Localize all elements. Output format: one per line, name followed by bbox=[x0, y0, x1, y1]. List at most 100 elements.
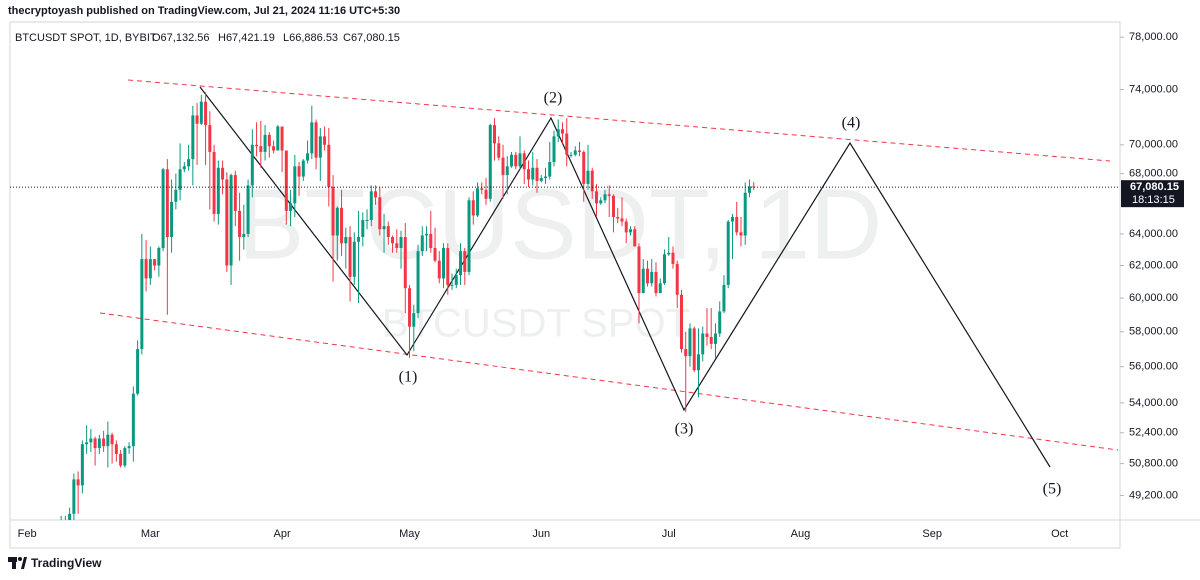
candle-body bbox=[212, 151, 216, 214]
countdown: 18:13:15 bbox=[1132, 194, 1175, 206]
candle-body bbox=[76, 479, 80, 486]
candle-body bbox=[531, 167, 535, 180]
channel-upper bbox=[127, 79, 1111, 162]
candle-body bbox=[306, 153, 310, 161]
candle-body bbox=[208, 125, 212, 152]
candle-body bbox=[569, 154, 573, 156]
candle-body bbox=[510, 154, 514, 167]
candle-body bbox=[654, 271, 658, 294]
candle-body bbox=[391, 237, 395, 244]
candle-body bbox=[195, 115, 199, 124]
candle-body bbox=[93, 438, 97, 449]
y-tick-label: 74,000.00 bbox=[1129, 83, 1178, 95]
footer: TradingView bbox=[8, 556, 102, 570]
candle-body bbox=[318, 136, 322, 158]
wave-label: (5) bbox=[1043, 481, 1062, 498]
candle-body bbox=[701, 333, 705, 355]
candle-body bbox=[276, 126, 280, 151]
candle-body bbox=[662, 254, 666, 284]
candle-body bbox=[395, 243, 399, 248]
price-label-box bbox=[1121, 180, 1184, 208]
candle-body bbox=[739, 232, 743, 236]
candle-body bbox=[178, 169, 182, 190]
candle-body bbox=[548, 161, 552, 177]
candle-body bbox=[561, 129, 565, 134]
wave-path bbox=[199, 86, 1051, 468]
candle-body bbox=[97, 438, 101, 449]
candles bbox=[60, 92, 756, 520]
candle-body bbox=[140, 259, 144, 350]
x-tick-label: Jun bbox=[532, 528, 550, 540]
x-tick-label: Aug bbox=[791, 528, 811, 540]
legend-close: C67,080.15 bbox=[343, 32, 400, 44]
candle-body bbox=[80, 444, 84, 486]
candle-body bbox=[539, 178, 543, 181]
candle-body bbox=[348, 237, 352, 277]
y-tick-label: 68,000.00 bbox=[1129, 168, 1178, 180]
footer-brand[interactable]: TradingView bbox=[31, 556, 102, 570]
candle-body bbox=[620, 218, 624, 222]
candle-body bbox=[344, 237, 348, 244]
candle-body bbox=[535, 167, 539, 181]
publish-header: thecryptoyash published on TradingView.c… bbox=[8, 5, 400, 17]
candle-body bbox=[616, 216, 620, 219]
candle-body bbox=[106, 434, 110, 447]
candle-body bbox=[442, 247, 446, 279]
y-tick-label: 50,800.00 bbox=[1129, 458, 1178, 470]
candle-body bbox=[148, 259, 152, 279]
candle-body bbox=[463, 251, 467, 272]
candle-body bbox=[89, 438, 93, 443]
x-tick-label: Sep bbox=[922, 528, 942, 540]
candle-body bbox=[263, 134, 267, 152]
candle-body bbox=[123, 448, 127, 466]
logo-part bbox=[21, 557, 27, 569]
candle-body bbox=[157, 247, 161, 266]
candle-body bbox=[289, 203, 293, 211]
candle-body bbox=[259, 146, 263, 152]
candle-body bbox=[216, 167, 220, 214]
candle-body bbox=[577, 150, 581, 152]
candle-body bbox=[114, 444, 118, 454]
candle-body bbox=[204, 101, 208, 126]
candle-body bbox=[718, 311, 722, 334]
candle-body bbox=[403, 237, 407, 289]
candle-body bbox=[637, 246, 641, 294]
candle-body bbox=[675, 263, 679, 295]
candle-body bbox=[323, 136, 327, 145]
legend-low: L66,886.53 bbox=[283, 32, 338, 44]
candle-body bbox=[684, 349, 688, 357]
candle-body bbox=[722, 284, 726, 312]
candle-body bbox=[603, 194, 607, 201]
candle-body bbox=[357, 237, 361, 242]
candle-body bbox=[730, 216, 734, 222]
candle-body bbox=[590, 170, 594, 192]
candle-body bbox=[450, 284, 454, 286]
candle-body bbox=[127, 446, 131, 449]
candle-body bbox=[493, 125, 497, 144]
candle-body bbox=[102, 438, 106, 447]
candle-body bbox=[582, 151, 586, 184]
candle-body bbox=[242, 233, 246, 238]
candle-body bbox=[705, 333, 709, 337]
candle-body bbox=[331, 186, 335, 236]
candle-body bbox=[144, 259, 148, 279]
y-tick-label: 49,200.00 bbox=[1129, 489, 1178, 501]
candle-body bbox=[131, 393, 135, 447]
candle-body bbox=[735, 216, 739, 233]
candle-body bbox=[480, 188, 484, 190]
candle-body bbox=[518, 153, 522, 167]
candle-body bbox=[369, 191, 373, 221]
candle-body bbox=[297, 166, 301, 177]
candle-body bbox=[119, 453, 123, 466]
legend-high: H67,421.19 bbox=[218, 32, 275, 44]
x-tick-label: May bbox=[399, 528, 420, 540]
y-tick-label: 56,000.00 bbox=[1129, 361, 1178, 373]
candle-body bbox=[187, 159, 191, 167]
candle-body bbox=[607, 194, 611, 196]
candle-body bbox=[301, 160, 305, 177]
candle-body bbox=[352, 241, 356, 277]
candle-body bbox=[624, 221, 628, 233]
candle-body bbox=[650, 271, 654, 284]
